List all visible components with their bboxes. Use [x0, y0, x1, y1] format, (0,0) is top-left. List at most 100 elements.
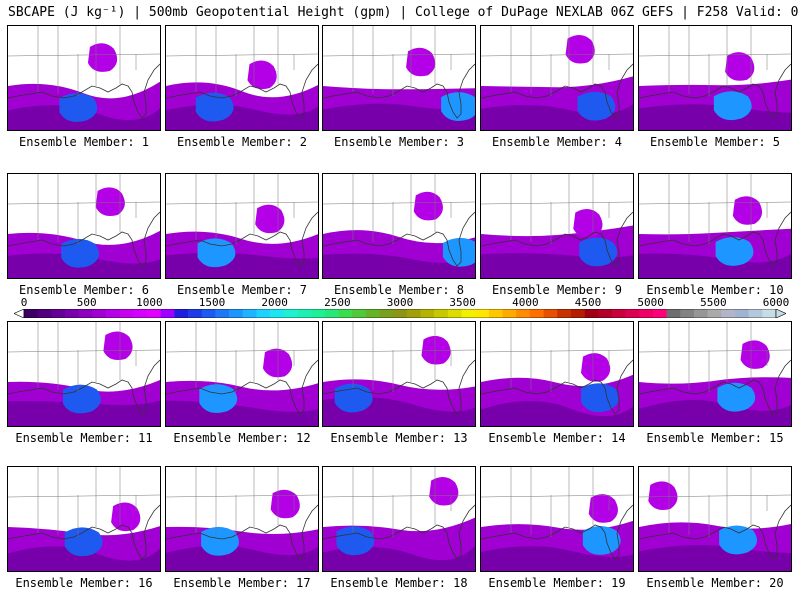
map-panel-member-2 [165, 25, 319, 131]
cape-shading-4-2 [577, 91, 616, 121]
map-panel-member-9 [480, 173, 634, 279]
cape-shading-10-1 [639, 253, 791, 278]
colorbar-swatch [106, 309, 121, 318]
cape-map-19 [481, 467, 633, 571]
colorbar-swatch [461, 309, 476, 318]
panel-label-member-18: Ensemble Member: 18 [330, 576, 468, 590]
cape-shading-17-3 [270, 489, 300, 519]
state-boundary [166, 53, 318, 57]
state-boundary [8, 349, 160, 353]
colorbar-swatch [270, 309, 285, 318]
cape-shading-14-3 [581, 353, 611, 382]
coastline [323, 63, 475, 119]
colorbar-swatch [488, 309, 503, 318]
colorbar-swatch [188, 309, 203, 318]
cape-shading-15-3 [740, 340, 770, 369]
state-boundary [639, 201, 791, 205]
cape-shading-6-2 [61, 238, 100, 268]
panel-label-member-2: Ensemble Member: 2 [176, 135, 308, 149]
cape-shading-1-3 [87, 43, 118, 72]
cape-shading-16-2 [64, 527, 103, 557]
cape-map-6 [8, 174, 160, 278]
cape-shading-13-3 [421, 335, 451, 365]
colorbar-swatch [434, 309, 449, 318]
cape-map-13 [323, 322, 475, 426]
cape-shading-8-1 [323, 253, 475, 278]
cape-map-7 [166, 174, 318, 278]
cape-shading-4-3 [565, 34, 595, 64]
cape-shading-15-1 [639, 400, 791, 426]
colorbar-swatch [625, 309, 640, 318]
colorbar-swatch [37, 309, 52, 318]
state-boundary [323, 494, 475, 498]
coastline [166, 211, 318, 267]
colorbar-swatch [475, 309, 490, 318]
colorbar-swatch [24, 309, 38, 318]
colorbar-swatch [311, 309, 326, 318]
panel-label-member-7: Ensemble Member: 7 [176, 283, 308, 297]
colorbar-swatch [420, 309, 435, 318]
state-boundary [323, 201, 475, 205]
panel-label-member-14: Ensemble Member: 14 [488, 431, 626, 445]
coastline [323, 359, 475, 415]
colorbar-tick-labels: 0 500 1000 1500 2000 2500 3000 3500 4000 4500 5000… [0, 296, 800, 309]
cape-shading-16-3 [111, 502, 141, 532]
coastline [323, 211, 475, 267]
coastline [639, 63, 791, 119]
cape-shading-2-2 [195, 92, 234, 122]
panel-label-member-4: Ensemble Member: 4 [491, 135, 623, 149]
coastline [481, 504, 633, 560]
colorbar-tick-label: 3000 [386, 296, 414, 309]
colorbar-swatch [324, 309, 339, 318]
panel-label-member-10: Ensemble Member: 10 [646, 283, 784, 297]
panel-label-member-16: Ensemble Member: 16 [15, 576, 153, 590]
colorbar-swatch [598, 309, 613, 318]
cape-shading-14-1 [481, 400, 633, 426]
colorbar-swatch [543, 309, 558, 318]
panel-label-member-6: Ensemble Member: 6 [18, 283, 150, 297]
colorbar-swatch [611, 309, 626, 318]
coastline [166, 63, 318, 119]
colorbar-swatch [734, 309, 749, 318]
colorbar-tick-label: 3500 [449, 296, 476, 309]
colorbar-tick-label: 6000 [762, 296, 790, 309]
cape-map-15 [639, 322, 791, 426]
cape-shading-11-2 [62, 384, 101, 414]
colorbar-swatch [119, 309, 134, 318]
colorbar-swatch [201, 309, 216, 318]
colorbar-swatch [92, 309, 107, 318]
map-panel-member-18 [322, 466, 476, 572]
colorbar-swatch [393, 309, 408, 318]
state-boundary [8, 201, 160, 205]
cape-shading-7-2 [197, 238, 236, 268]
colorbar-swatch [365, 309, 380, 318]
cape-shading-7-3 [255, 204, 285, 234]
state-boundary [481, 201, 633, 205]
colorbar-swatch [174, 309, 189, 318]
cape-shading-3-1 [323, 103, 475, 130]
map-panel-member-4 [480, 25, 634, 131]
map-panel-member-1 [7, 25, 161, 131]
colorbar-min-arrow [14, 309, 25, 318]
panel-label-member-20: Ensemble Member: 20 [646, 576, 784, 590]
cape-shading-8-2 [442, 237, 475, 267]
map-panel-member-16 [7, 466, 161, 572]
colorbar-swatch [557, 309, 572, 318]
coastline [8, 211, 160, 267]
colorbar-swatch [229, 309, 244, 318]
colorbar-tick-label: 4500 [574, 296, 602, 309]
cape-map-12 [166, 322, 318, 426]
state-boundary [481, 349, 633, 353]
map-panel-member-7 [165, 173, 319, 279]
panel-label-member-13: Ensemble Member: 13 [330, 431, 468, 445]
cape-shading-12-2 [199, 384, 238, 413]
colorbar-swatch [666, 309, 681, 318]
cape-shading-10-3 [732, 196, 763, 225]
cape-map-14 [481, 322, 633, 426]
coastline [639, 211, 791, 267]
cape-shading-9-3 [573, 209, 603, 238]
map-panel-member-5 [638, 25, 792, 131]
cape-map-8 [323, 174, 475, 278]
cape-shading-20-2 [719, 525, 758, 555]
